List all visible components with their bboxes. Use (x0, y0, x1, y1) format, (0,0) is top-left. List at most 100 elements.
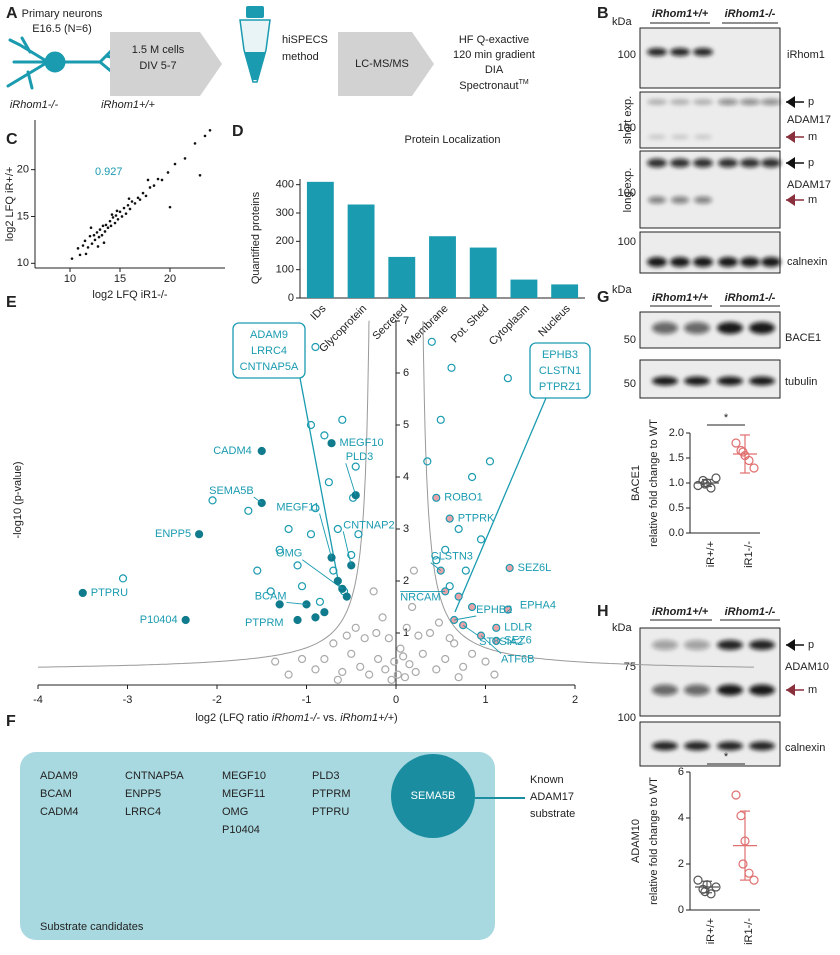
point (432, 493, 441, 502)
x-tick-label: 20 (164, 273, 176, 285)
point (393, 670, 402, 679)
point (183, 157, 187, 160)
point (244, 506, 253, 515)
point (306, 420, 316, 430)
workflow-text: E16.5 (N=6) (32, 23, 92, 35)
substrate-name: ENPP5 (125, 788, 161, 800)
point (208, 496, 217, 505)
y-tick-label: 3 (403, 523, 409, 535)
y-tick-label: 1.5 (669, 452, 684, 464)
point (503, 374, 512, 383)
point (122, 206, 126, 210)
point (81, 244, 85, 247)
point (365, 670, 374, 679)
substrate-name: PTPRU (312, 806, 349, 818)
panel-letter: E (6, 294, 17, 311)
point (338, 667, 347, 677)
blot-band (652, 684, 678, 696)
point (120, 215, 124, 218)
point (130, 200, 134, 203)
blot-band (647, 48, 667, 56)
point (275, 545, 284, 554)
blot-band (717, 741, 743, 751)
point (450, 639, 459, 648)
point (102, 241, 106, 245)
point (138, 198, 142, 201)
point (311, 504, 320, 513)
point-label: MEGF11 (276, 502, 319, 514)
label-leader (430, 562, 442, 571)
panel-letter: B (597, 5, 609, 22)
point (173, 162, 177, 166)
point (441, 654, 450, 664)
blot-band (670, 257, 690, 267)
point (89, 226, 93, 230)
dot (736, 811, 746, 821)
point-label: MEGF10 (340, 437, 384, 449)
known-substrate: SEMA5B (411, 790, 456, 802)
bar (388, 256, 416, 298)
blot-band (652, 376, 678, 386)
x-tick-label: 10 (64, 273, 76, 285)
point (136, 196, 140, 200)
point (98, 228, 102, 231)
point (372, 628, 381, 638)
point (284, 670, 293, 679)
point (467, 649, 477, 658)
point (128, 207, 132, 211)
blot-band (648, 196, 666, 204)
bar (306, 181, 334, 298)
point-label: PTPRK (458, 513, 495, 525)
blot-band (694, 196, 712, 204)
point (284, 524, 293, 534)
point-label: SEZ6 (504, 635, 532, 647)
blot-band (761, 257, 781, 267)
point (114, 214, 118, 217)
callout-text: ADAM9 (250, 329, 288, 341)
bar (510, 279, 538, 298)
substrate-name: PTPRM (312, 788, 351, 800)
point (447, 363, 456, 372)
point (423, 457, 432, 466)
substrate-name: OMG (222, 806, 248, 818)
group-label: iRhom1+/+ (652, 292, 709, 304)
callout-text: CNTNAP5A (240, 361, 299, 373)
point (320, 431, 329, 440)
target-label: tubulin (785, 376, 817, 388)
point (118, 574, 128, 583)
point (141, 191, 145, 195)
point (275, 600, 284, 609)
point (329, 566, 338, 575)
blot-band (749, 684, 775, 696)
point (86, 246, 90, 249)
form-label: p (808, 639, 814, 651)
dot (731, 790, 741, 800)
point-label: CADM4 (213, 445, 252, 457)
y-tick-label: 2 (403, 575, 409, 587)
y-axis-label: BACE1 (630, 465, 642, 501)
callout-text: PTPRZ1 (539, 381, 581, 393)
marker-label: 50 (624, 334, 636, 346)
point (378, 613, 387, 622)
point (445, 634, 454, 643)
point (148, 186, 152, 189)
callout-box (232, 322, 306, 379)
dot (693, 480, 703, 491)
substrate-name: BCAM (40, 788, 72, 800)
point (490, 670, 499, 679)
y-tick-label: 6 (403, 367, 409, 379)
dot (731, 438, 741, 448)
point (311, 613, 320, 622)
point (333, 675, 342, 684)
point-label: ROBO1 (444, 492, 483, 504)
point (459, 662, 468, 671)
label-leader (345, 463, 357, 496)
form-label: m (808, 131, 817, 143)
blot-band (761, 158, 781, 168)
blot-band (694, 134, 712, 140)
callout-box (529, 342, 591, 399)
genotype-label: iRhom1-/- (10, 99, 59, 111)
known-note: substrate (530, 808, 575, 820)
point (418, 649, 427, 658)
point (104, 223, 108, 227)
